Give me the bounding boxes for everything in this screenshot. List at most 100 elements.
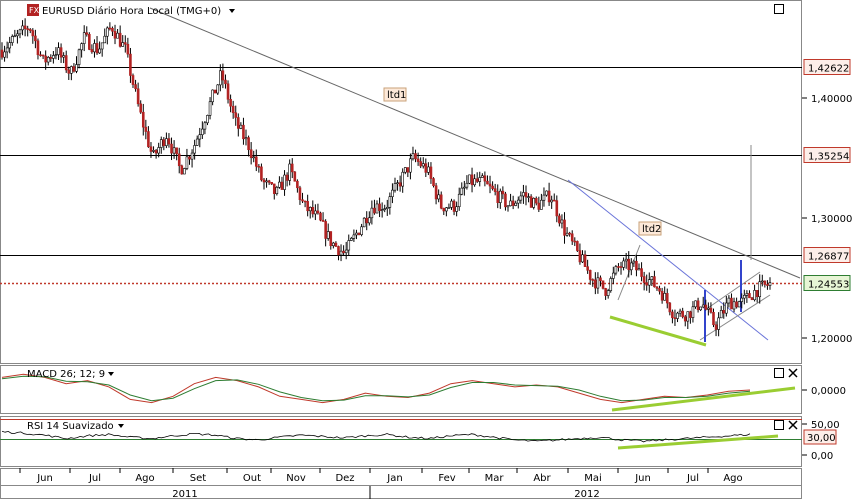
candle-body: [157, 147, 160, 154]
x-axis-years: 2011 2012: [172, 486, 600, 500]
rsi-panel-frame: [0, 416, 802, 467]
candle-body: [350, 238, 353, 241]
candle-body: [260, 166, 263, 181]
candle-body: [591, 279, 595, 281]
candle-body: [216, 84, 220, 94]
trendline-ltd1[interactable]: [149, 7, 801, 279]
candle-body: [755, 290, 759, 298]
candle-body: [226, 83, 230, 100]
candle-body: [185, 156, 189, 169]
candle-body: [578, 250, 582, 263]
candle-body: [460, 187, 464, 195]
candle-body: [645, 282, 649, 286]
candle-body: [378, 203, 381, 212]
candle-body: [735, 301, 738, 308]
candle-body: [347, 240, 351, 251]
candle-body: [23, 25, 27, 29]
candle-body: [522, 192, 525, 197]
x-month-label: Jun: [36, 473, 53, 484]
candle-body: [154, 150, 158, 154]
candle-body: [152, 150, 155, 152]
candle-body: [414, 153, 417, 160]
candle-body: [278, 181, 281, 188]
candle-body: [206, 115, 209, 124]
rsi-trendline[interactable]: [617, 434, 779, 450]
candle-body: [167, 138, 171, 145]
candle-body: [524, 192, 528, 198]
candle-body: [118, 32, 122, 47]
candle-body: [311, 207, 315, 215]
candle-body: [499, 190, 502, 203]
candle-body: [126, 43, 130, 55]
main-maximize-icon[interactable]: [774, 4, 784, 14]
candle-body: [719, 310, 723, 319]
candle-body: [57, 47, 60, 55]
candle-body: [3, 51, 6, 58]
candle-body: [696, 300, 700, 311]
candle-body: [190, 152, 194, 160]
rsi-close-icon[interactable]: [788, 420, 798, 430]
channel-line-lower[interactable]: [699, 294, 771, 341]
candle-body: [34, 35, 37, 42]
price-level-badge: [803, 147, 851, 163]
candle-body: [619, 266, 623, 268]
candle-body: [401, 171, 404, 187]
candle-body: [306, 201, 309, 212]
price-level-label: 1,35254: [808, 152, 849, 163]
candle-body: [506, 205, 510, 208]
price-level-lines: 1,42622 1,35254 1,26877 1,24553: [0, 59, 851, 291]
main-title-chevron-down-icon[interactable]: [229, 9, 235, 13]
macd-chevron-down-icon[interactable]: [108, 372, 114, 376]
candle-body: [100, 42, 104, 50]
macd-trendline[interactable]: [611, 386, 796, 412]
candle-body: [355, 232, 358, 236]
candle-body: [8, 42, 12, 49]
candle-body: [147, 131, 150, 148]
candle-body: [254, 156, 258, 167]
candle-body: [707, 307, 710, 310]
channel-line-upper[interactable]: [704, 271, 761, 311]
support-line-main[interactable]: [609, 315, 707, 347]
candle-body: [542, 194, 546, 201]
rsi-maximize-icon[interactable]: [774, 420, 784, 430]
candle-body: [532, 198, 535, 208]
candle-body: [242, 124, 245, 140]
y-tick-label: 1,20000: [811, 334, 852, 345]
candle-body: [604, 288, 607, 296]
trendline-ltd2[interactable]: [567, 179, 769, 341]
candle-body: [550, 199, 553, 203]
main-title-group[interactable]: FX EURUSD Diário Hora Local (TMG+0): [27, 4, 235, 17]
x-month-label: Ago: [723, 473, 742, 484]
x-month-label: Jun: [634, 473, 651, 484]
x-axis-months: Jun Jul Ago Set Out Nov Dez Jan Fev Mar Abr Mai Jun J…: [19, 468, 743, 484]
macd-maximize-icon[interactable]: [774, 368, 784, 378]
price-level-badge: [803, 59, 851, 75]
candle-body: [624, 258, 628, 262]
candle-body: [144, 126, 148, 132]
candle-body: [244, 137, 248, 140]
candle-body: [293, 171, 297, 182]
candle-body: [344, 249, 348, 254]
macd-close-icon[interactable]: [788, 368, 798, 378]
rsi-title-group[interactable]: RSI 14 Suavizado: [27, 421, 124, 432]
candle-body: [519, 195, 523, 201]
annotation-ltd1[interactable]: ltd1: [383, 87, 407, 102]
annotation-ltd2[interactable]: ltd2: [638, 221, 662, 236]
candle-body: [193, 145, 196, 154]
fx-icon: [27, 4, 39, 16]
candle-body: [470, 174, 474, 186]
candle-body: [116, 32, 119, 39]
candle-body: [465, 182, 469, 188]
candle-body: [419, 161, 422, 167]
y-tick-label: 1,40000: [811, 94, 852, 105]
candle-body: [159, 139, 163, 148]
price-level-badge: [803, 247, 851, 263]
macd-title-group[interactable]: MACD 26; 12; 9: [27, 369, 114, 380]
candle-body: [21, 25, 24, 31]
candle-body: [642, 276, 646, 283]
candle-body: [563, 219, 566, 236]
rsi-chevron-down-icon[interactable]: [118, 424, 124, 428]
candle-body: [337, 246, 340, 256]
candle-body: [373, 207, 376, 214]
candle-body: [85, 32, 89, 35]
